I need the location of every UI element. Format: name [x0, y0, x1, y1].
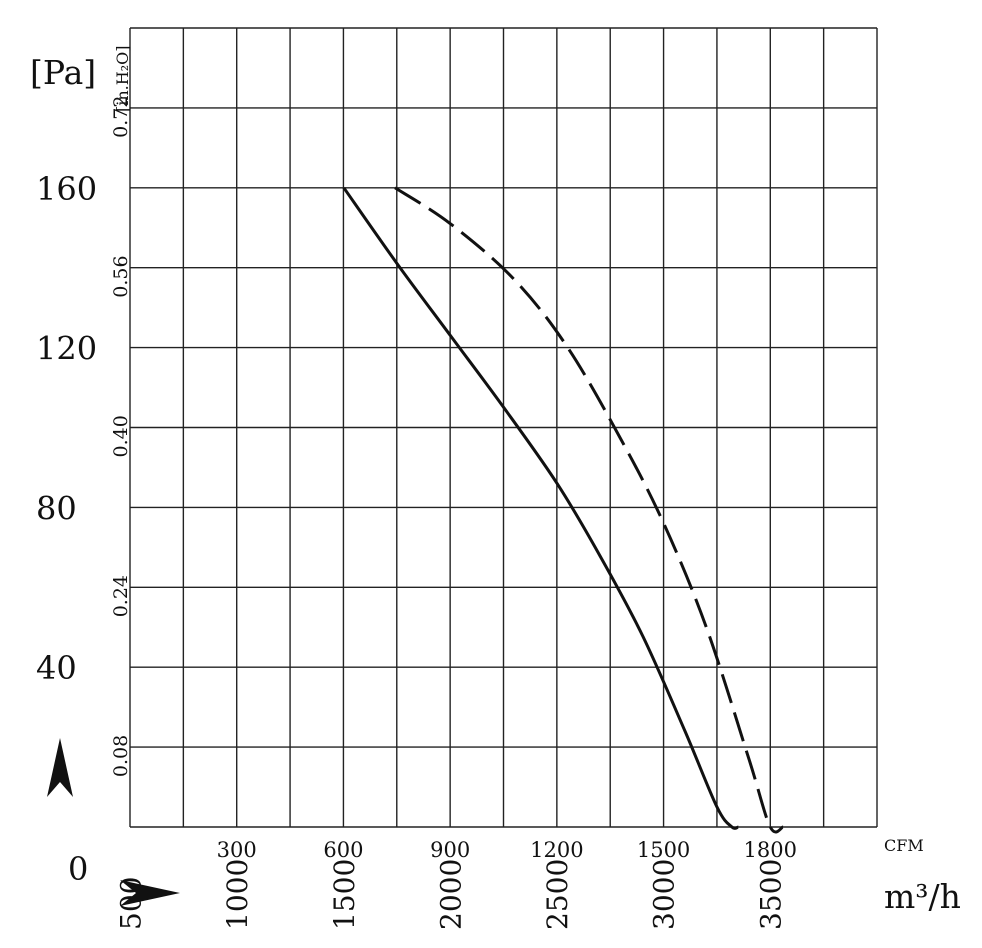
y-primary-unit-label: [Pa] — [30, 53, 96, 92]
x-primary-tick-label: 3500 — [754, 859, 787, 930]
x-primary-tick-label: 1500 — [328, 859, 361, 930]
y-secondary-tick-label: 0.08 — [110, 735, 132, 777]
y-primary-tick-label: 80 — [36, 489, 77, 527]
x-primary-tick-label: 2500 — [541, 859, 574, 930]
y-secondary-tick-label: 0.56 — [110, 255, 132, 297]
y-secondary-unit-label: [in.H₂O] — [113, 46, 132, 112]
series-group — [342, 186, 784, 834]
y-primary-tick-label: 0 — [68, 850, 88, 888]
series-line-solid — [342, 186, 739, 830]
y-secondary-tick-label: 0.24 — [110, 575, 132, 617]
x-primary-tick-label: 1000 — [221, 859, 254, 930]
x-secondary-unit-label: CFM — [884, 836, 924, 855]
series-line-dashed — [394, 186, 784, 834]
x-primary-unit-label: m³/h — [884, 877, 961, 916]
x-secondary-tick-label: 1800 — [744, 838, 797, 862]
x-secondary-tick-label: 300 — [217, 838, 257, 862]
x-secondary-tick-label: 1200 — [530, 838, 583, 862]
x-primary-tick-label: 2000 — [434, 859, 467, 930]
x-secondary-tick-label: 1500 — [637, 838, 690, 862]
y-primary-tick-label: 40 — [36, 649, 77, 687]
tick-labels-group: 0 40 80 120 160 0.08 0.24 0.40 0.56 0.72 300 600 900… — [36, 96, 797, 930]
up-arrowhead-icon — [47, 738, 73, 797]
x-primary-tick-label: 3000 — [648, 859, 681, 930]
y-secondary-tick-label: 0.72 — [110, 96, 132, 138]
right-arrowhead-icon — [120, 880, 180, 906]
y-primary-tick-label: 160 — [36, 170, 97, 208]
y-primary-tick-label: 120 — [36, 330, 97, 368]
x-secondary-tick-label: 900 — [430, 838, 470, 862]
y-secondary-tick-label: 0.40 — [110, 415, 132, 457]
x-secondary-tick-label: 600 — [323, 838, 363, 862]
horizontal-gridlines — [130, 27, 877, 828]
